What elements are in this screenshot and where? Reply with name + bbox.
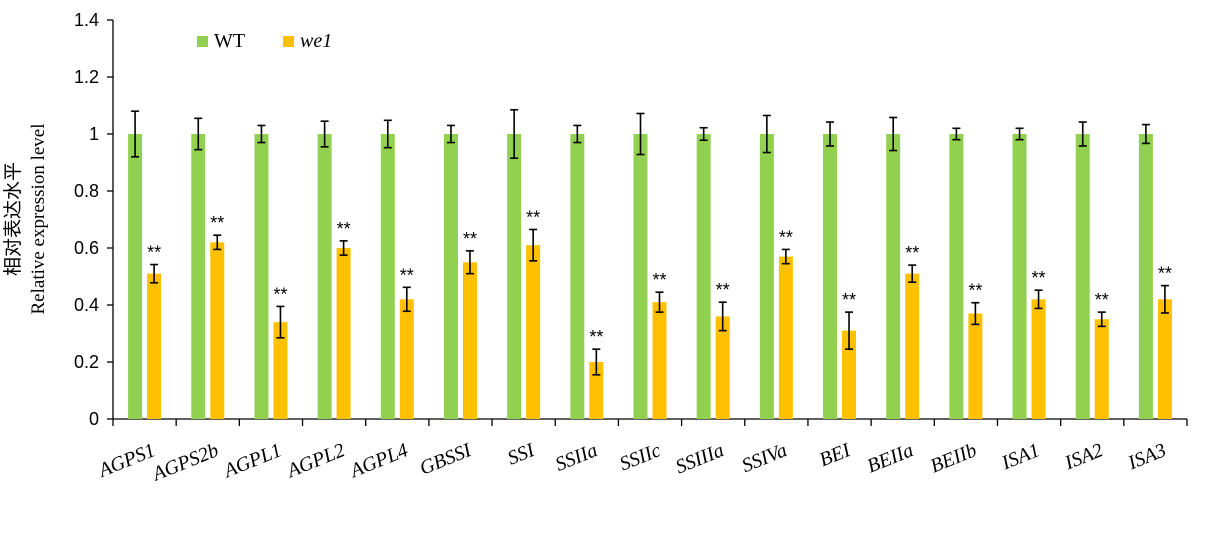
x-tick-label: SSIIIa	[672, 439, 727, 478]
bar-we1	[1031, 299, 1046, 419]
y-axis-label: Relative expression level	[28, 124, 49, 315]
x-tick-label: GBSSI	[417, 439, 476, 480]
y-tick-label: 0.6	[74, 238, 99, 258]
x-tick-label: SSIIa	[552, 439, 600, 476]
y-tick-label: 0.4	[74, 295, 99, 315]
y-tick-label: 0	[89, 409, 99, 429]
x-tick-label: AGPL1	[219, 439, 285, 483]
bar-we1	[968, 313, 983, 419]
significance-label: **	[1095, 290, 1109, 310]
significance-label: **	[273, 284, 287, 304]
significance-label: **	[1032, 268, 1046, 288]
bar-WT	[380, 134, 395, 419]
x-tick-label: SSIIc	[617, 439, 664, 475]
legend-swatch-WT	[197, 36, 208, 47]
x-tick-label: AGPL4	[345, 439, 411, 483]
significance-label: **	[905, 243, 919, 263]
significance-label: **	[716, 280, 730, 300]
bar-WT	[507, 134, 522, 419]
bar-WT	[317, 134, 332, 419]
bar-WT	[759, 134, 774, 419]
bar-WT	[191, 134, 206, 419]
x-tick-label: AGPS1	[94, 439, 159, 482]
x-tick-label: ISA1	[998, 439, 1043, 474]
significance-label: **	[526, 207, 540, 227]
bars: ** ** ** ** ** ** ** ** ** ** ** ** ** ** ** ** **	[128, 108, 1172, 419]
bar-we1	[336, 248, 351, 419]
y-tick-label: 0.2	[74, 352, 99, 372]
bar-WT	[128, 134, 143, 419]
bar-we1	[273, 322, 288, 419]
y-axis: 0 0.2 0.4 0.6 0.8 1 1.2 1.4	[74, 10, 114, 429]
bar-WT	[254, 134, 269, 419]
x-tick-label: AGPL2	[282, 439, 348, 483]
x-tick-label: BEIIb	[927, 439, 980, 477]
bar-we1	[842, 330, 857, 419]
bar-WT	[570, 134, 585, 419]
x-tick-label: SSI	[505, 439, 539, 470]
legend-label-WT: WT	[214, 30, 245, 52]
x-tick-label: AGPS2b	[148, 439, 222, 486]
y-tick-label: 0.8	[74, 181, 99, 201]
bar-WT	[1138, 134, 1153, 419]
bar-WT	[949, 134, 964, 419]
y-tick-label: 1.2	[74, 67, 99, 87]
bar-we1	[399, 299, 414, 419]
significance-label: **	[779, 227, 793, 247]
significance-label: **	[337, 219, 351, 239]
y-tick-label: 1	[89, 124, 99, 144]
bar-WT	[823, 134, 838, 419]
x-tick-label: ISA3	[1124, 439, 1169, 474]
bar-WT	[443, 134, 458, 419]
bar-we1	[778, 256, 793, 419]
bar-we1	[715, 316, 730, 419]
bar-WT	[696, 134, 711, 419]
bar-we1	[210, 242, 225, 419]
legend-swatch-we1	[283, 36, 294, 47]
bar-WT	[886, 134, 901, 419]
y-axis-label-chinese: 相对表达水平	[2, 162, 24, 276]
significance-label: **	[589, 327, 603, 347]
legend-label-we1: we1	[300, 30, 332, 52]
significance-label: **	[968, 281, 982, 301]
x-tick-label: BEI	[816, 439, 854, 472]
significance-label: **	[147, 243, 161, 263]
bar-WT	[633, 134, 648, 419]
x-tick-label: SSIVa	[739, 439, 791, 477]
bar-we1	[589, 362, 604, 419]
bar-we1	[652, 302, 667, 419]
bar-we1	[147, 273, 162, 419]
bar-we1	[1157, 299, 1172, 419]
x-tick-label: ISA2	[1061, 439, 1106, 474]
y-tick-label: 1.4	[74, 10, 99, 30]
significance-label: **	[652, 270, 666, 290]
legend: WT we1	[197, 30, 332, 52]
significance-label: **	[842, 290, 856, 310]
bar-WT	[1012, 134, 1027, 419]
bar-we1	[1094, 319, 1109, 419]
bar-we1	[462, 262, 477, 419]
significance-label: **	[1158, 264, 1172, 284]
bar-we1	[526, 245, 541, 419]
bar-WT	[1075, 134, 1090, 419]
x-tick-label: BEIIa	[864, 439, 917, 477]
significance-label: **	[463, 229, 477, 249]
significance-label: **	[210, 213, 224, 233]
bar-we1	[905, 273, 920, 419]
significance-label: **	[400, 265, 414, 285]
